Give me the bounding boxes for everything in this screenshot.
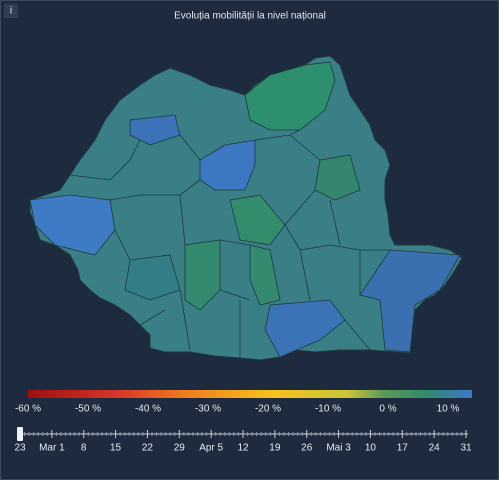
county	[264, 299, 346, 358]
timeline-label[interactable]: 8	[81, 443, 87, 454]
color-scale	[28, 390, 472, 398]
county	[249, 244, 281, 306]
timeline-label[interactable]: 19	[269, 443, 281, 454]
timeline[interactable]: 23 Mar 1 8 15 22 29 Apr 5 12 19 26 Mai 3 10 17 24 31	[14, 430, 472, 454]
legend: -60 % -50 % -40 % -30 % -20 % -10 % 0 % 10 %	[15, 404, 460, 415]
legend-label: -20 %	[255, 404, 281, 415]
timeline-label[interactable]: 15	[110, 443, 122, 454]
county	[129, 114, 181, 146]
county	[124, 254, 181, 301]
timeline-label[interactable]: Mar 1	[39, 443, 65, 454]
timeline-label[interactable]: 22	[142, 443, 154, 454]
timeline-handle[interactable]	[17, 427, 23, 441]
county	[314, 154, 361, 201]
title: Evoluția mobilității la nivel național	[174, 11, 326, 22]
county-border	[69, 129, 390, 358]
romania-map	[29, 55, 463, 361]
legend-label: -60 %	[15, 404, 41, 415]
timeline-label[interactable]: 12	[237, 443, 249, 454]
legend-label: -30 %	[195, 404, 221, 415]
county	[359, 249, 461, 353]
legend-label: 10 %	[437, 404, 460, 415]
info-button[interactable]	[4, 4, 18, 18]
timeline-label[interactable]: Mai 3	[326, 443, 351, 454]
info-icon[interactable]: i	[10, 6, 12, 17]
legend-label: -10 %	[315, 404, 341, 415]
timeline-label[interactable]: 24	[429, 443, 441, 454]
timeline-label[interactable]: 26	[301, 443, 313, 454]
timeline-label[interactable]: 29	[174, 443, 186, 454]
county	[184, 239, 221, 311]
legend-label: -50 %	[75, 404, 101, 415]
timeline-label[interactable]: 31	[460, 443, 472, 454]
county	[29, 194, 116, 256]
county	[244, 61, 336, 131]
timeline-label[interactable]: 23	[14, 443, 26, 454]
timeline-label[interactable]: Apr 5	[199, 443, 223, 454]
legend-label: 0 %	[379, 404, 396, 415]
county	[229, 194, 286, 246]
county	[199, 139, 256, 191]
timeline-label[interactable]: 17	[397, 443, 409, 454]
legend-label: -40 %	[135, 404, 161, 415]
timeline-label[interactable]: 10	[365, 443, 377, 454]
